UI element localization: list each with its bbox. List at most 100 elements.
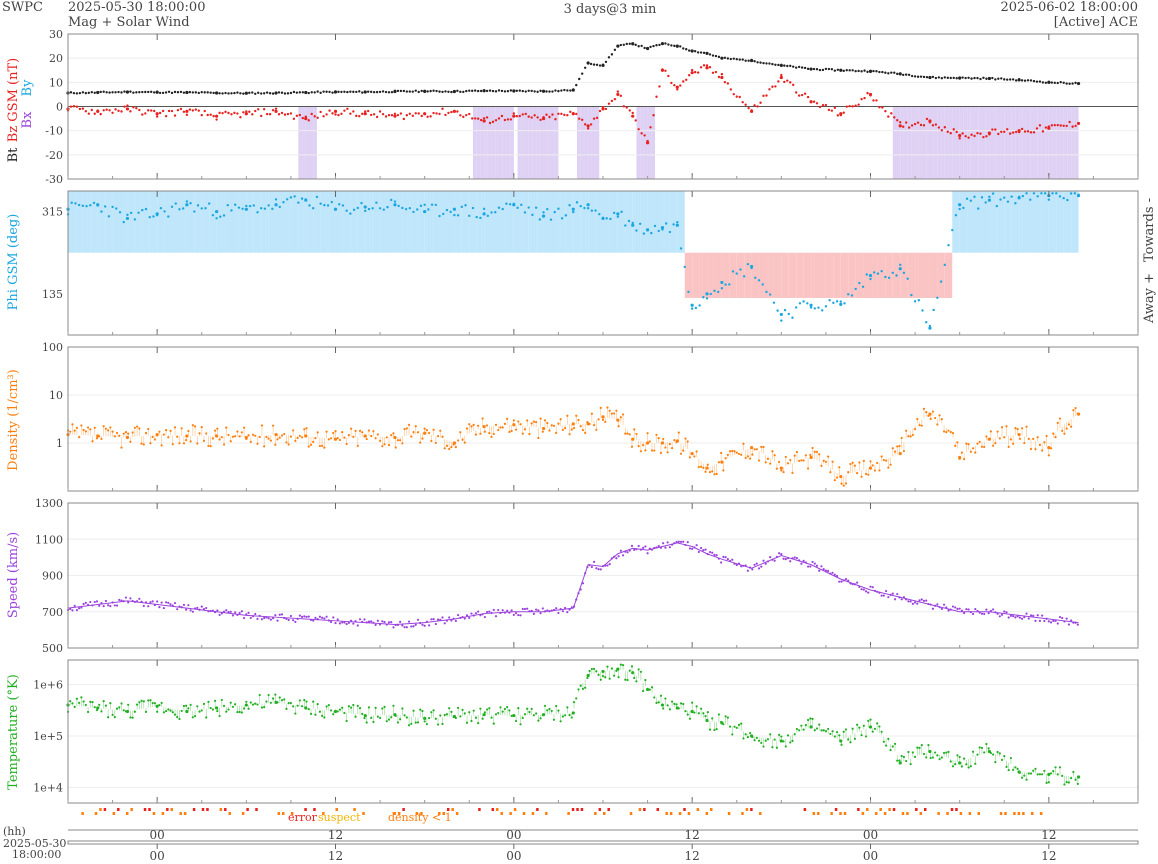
temperature-point: [176, 715, 179, 719]
bt-point: [337, 90, 340, 94]
temperature-point: [416, 721, 420, 724]
bt-point: [625, 42, 628, 46]
bz-point: [904, 121, 908, 124]
phi-data-mark: [750, 264, 754, 269]
speed-point: [1056, 622, 1059, 625]
bz-south-shade: [302, 106, 306, 179]
density-point: [956, 441, 959, 444]
speed-point: [298, 614, 301, 617]
speed-point: [764, 562, 767, 565]
bz-south-shade: [543, 106, 548, 179]
status-mark: [148, 808, 151, 811]
bz-south-shade: [948, 106, 953, 179]
phi-point: [598, 212, 601, 216]
phi-towards-band: [283, 191, 291, 253]
temperature-point: [387, 718, 391, 721]
density-point: [1007, 445, 1010, 448]
bt-point: [640, 44, 643, 48]
speed-point: [303, 615, 306, 618]
bz-point: [580, 118, 584, 121]
bz-point: [429, 115, 432, 118]
speed-point: [416, 618, 420, 621]
density-point: [751, 453, 754, 456]
bt-point: [1053, 81, 1056, 85]
bt-point: [533, 90, 536, 93]
status-mark: [442, 812, 445, 815]
temperature-point: [595, 670, 598, 673]
phi-towards-band: [461, 191, 470, 253]
density-point: [989, 430, 992, 433]
bz-point: [836, 114, 840, 117]
speed-point: [1038, 619, 1042, 622]
density-point: [396, 439, 400, 442]
speed-point: [441, 616, 444, 619]
bt-point: [1056, 81, 1059, 85]
density-point: [336, 437, 339, 440]
density-point: [472, 423, 475, 426]
temperature-point: [976, 753, 979, 756]
bt-point: [280, 91, 284, 94]
bt-point: [637, 45, 640, 48]
bz-point: [289, 112, 293, 115]
bz-point: [485, 116, 489, 119]
bt-point: [851, 69, 854, 72]
speed-point: [1043, 619, 1046, 623]
status-mark: [1031, 812, 1034, 815]
density-point: [225, 426, 228, 429]
bt-point: [848, 69, 851, 72]
speed-point: [606, 564, 609, 567]
bt-point: [1065, 82, 1068, 85]
bz-south-shade: [547, 106, 551, 179]
bz-point: [976, 131, 979, 135]
phi-towards-band: [996, 191, 1005, 253]
phi-point: [928, 324, 932, 328]
temperature-point: [1009, 756, 1013, 760]
phi-towards-band: [194, 191, 202, 253]
speed-point: [421, 623, 424, 626]
temperature-point: [791, 739, 794, 742]
density-point: [913, 427, 917, 431]
temperature-point: [800, 724, 803, 727]
density-point: [813, 450, 816, 453]
speed-point: [971, 612, 975, 616]
bt-point: [1000, 77, 1003, 80]
density-point: [753, 448, 756, 451]
speed-point: [992, 608, 995, 611]
phi-data-mark: [304, 198, 308, 202]
bz-south-shade: [1022, 106, 1027, 179]
temperature-point: [896, 759, 899, 762]
bz-point: [93, 112, 96, 115]
speed-point: [942, 603, 946, 606]
bz-point: [783, 80, 786, 84]
density-point: [218, 438, 221, 441]
density-point: [287, 443, 290, 446]
phi-towards-band: [1004, 191, 1012, 253]
temperature-point: [699, 707, 703, 710]
bz-south-shade: [580, 106, 585, 179]
bz-point: [545, 113, 548, 116]
density-point: [824, 460, 828, 463]
bz-south-shade: [978, 106, 982, 179]
bz-point: [578, 117, 581, 120]
bt-point: [414, 89, 417, 92]
phi-towards-band: [454, 191, 462, 253]
status-mark: [455, 812, 459, 815]
speed-point: [523, 607, 527, 611]
phi-away-band: [885, 252, 893, 298]
phi-away-band: [759, 252, 767, 298]
phi-point: [817, 306, 820, 309]
phi-point: [921, 309, 924, 312]
bz-south-shade: [495, 106, 499, 179]
bt-point: [447, 90, 450, 93]
phi-towards-band: [424, 191, 433, 253]
bt-data-mark: [244, 91, 248, 95]
density-point: [876, 461, 879, 465]
speed-point: [860, 588, 863, 591]
bt-point: [658, 43, 661, 47]
bt-data-mark: [987, 76, 991, 81]
bz-point: [384, 115, 388, 118]
bz-south-shade: [896, 106, 901, 179]
phi-point: [219, 215, 222, 218]
x-tick-label: 00: [506, 849, 521, 863]
density-point: [519, 423, 522, 426]
